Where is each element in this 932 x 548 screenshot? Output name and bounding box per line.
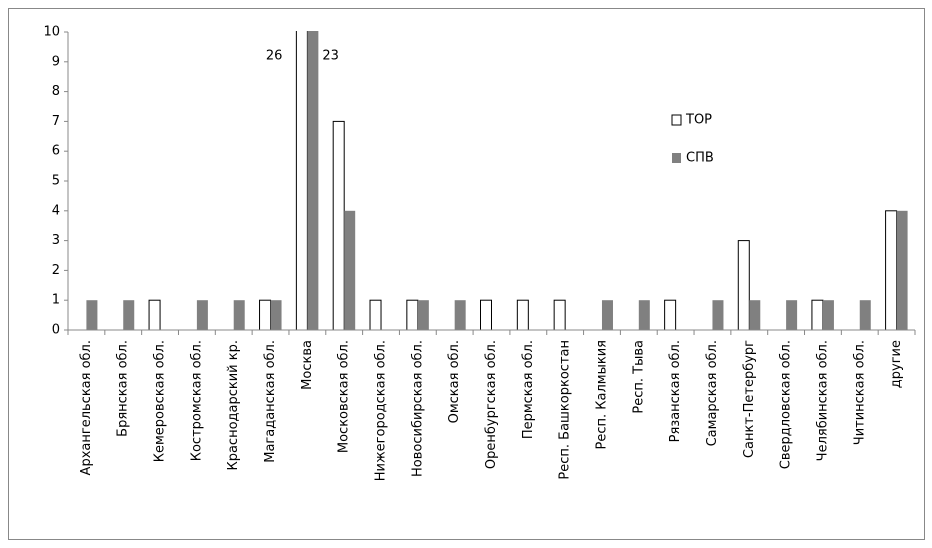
x-tick-label: Омская обл. — [447, 340, 462, 423]
x-tick-label: Санкт-Петербург — [742, 340, 757, 458]
bar — [344, 210, 356, 330]
bar — [233, 300, 245, 330]
bar — [196, 300, 208, 330]
x-tick-label: Самарская обл. — [705, 340, 720, 446]
y-tick-label: 5 — [52, 174, 60, 189]
y-tick-label: 3 — [52, 233, 60, 248]
bar — [259, 299, 272, 331]
y-tick-label: 0 — [52, 323, 60, 338]
x-tick-label: Костромская обл. — [189, 340, 204, 461]
x-tick-label: Рязанская обл. — [668, 340, 683, 442]
y-tick-label: 4 — [52, 203, 60, 218]
bar — [295, 31, 308, 331]
y-tick-label: 10 — [43, 25, 60, 40]
bar — [270, 300, 282, 330]
bar — [480, 299, 492, 331]
value-label: 23 — [322, 49, 339, 64]
y-tick-label: 2 — [52, 263, 60, 278]
y-tick-label: 9 — [52, 54, 60, 69]
x-tick-label: Новосибирская обл. — [410, 340, 425, 477]
x-tick-label: Респ. Башкоркостан — [558, 340, 573, 480]
bar — [454, 300, 466, 330]
bar — [601, 300, 613, 330]
x-tick-label: другие — [889, 340, 904, 388]
legend-swatch — [671, 114, 682, 126]
y-tick-label: 8 — [52, 84, 60, 99]
y-tick-label: 6 — [52, 144, 60, 159]
value-label: 26 — [266, 49, 283, 64]
legend-label: СПВ — [686, 151, 714, 166]
bar — [811, 299, 824, 331]
x-tick-label: Челябинская обл. — [815, 340, 830, 461]
bar — [896, 210, 908, 330]
x-tick-label: Респ. Калмыкия — [594, 340, 609, 449]
bar — [822, 300, 834, 330]
bar — [406, 299, 419, 331]
bar — [307, 31, 319, 331]
x-tick-label: Кемеровская обл. — [153, 340, 168, 462]
bar — [737, 240, 750, 331]
bar — [148, 299, 161, 331]
x-tick-label: Магаданская обл. — [263, 340, 278, 463]
bar — [369, 299, 382, 331]
x-tick-label: Свердловская обл. — [779, 340, 794, 469]
bars — [86, 31, 908, 331]
x-tick-label: Московская обл. — [337, 340, 352, 453]
x-tick-label: Краснодарский кр. — [226, 340, 241, 471]
x-tick-label: Пермская обл. — [521, 340, 536, 439]
x-tick-label: Читинская обл. — [852, 340, 867, 445]
bar — [885, 210, 898, 331]
x-tick-label: Нижегородская обл. — [374, 340, 389, 481]
x-tick-label: Архангельская обл. — [79, 340, 94, 475]
bar — [86, 300, 98, 330]
y-tick-label: 1 — [52, 293, 60, 308]
legend-label: ТОР — [685, 113, 712, 128]
bar — [123, 300, 135, 330]
bar — [332, 120, 345, 331]
x-tick-label: Москва — [300, 340, 315, 390]
bar — [638, 300, 650, 330]
x-tick-label: Оренбургская обл. — [484, 340, 499, 469]
bar — [712, 300, 724, 330]
chart-frame — [8, 8, 925, 540]
bar — [553, 299, 566, 331]
bar — [417, 300, 429, 330]
y-tick-label: 7 — [52, 114, 60, 129]
bar — [786, 300, 798, 330]
x-tick-label: Респ. Тыва — [631, 340, 646, 414]
x-tick-label: Брянская обл. — [116, 340, 131, 437]
bar — [749, 300, 761, 330]
bar — [664, 299, 677, 331]
legend-swatch — [672, 153, 681, 163]
bar — [859, 300, 871, 330]
bar — [516, 299, 529, 331]
